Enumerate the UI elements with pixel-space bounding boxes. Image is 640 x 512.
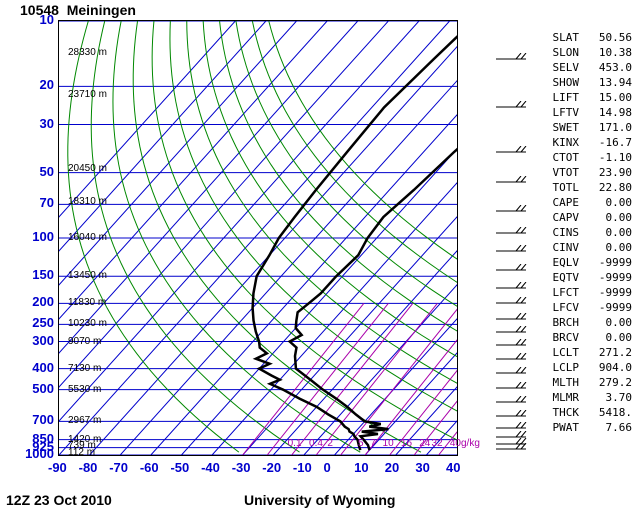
indices-panel: SLAT 50.56SLON 10.38SELV 453.0SHOW 13.94… <box>553 30 632 435</box>
footer-datetime: 12Z 23 Oct 2010 <box>6 492 112 508</box>
footer-source: University of Wyoming <box>244 492 395 508</box>
grid-svg <box>59 21 457 455</box>
plot-area <box>58 20 458 456</box>
skewt-diagram: 10548 Meiningen 102030507010015020025030… <box>0 0 640 512</box>
wind-barbs <box>466 20 536 454</box>
